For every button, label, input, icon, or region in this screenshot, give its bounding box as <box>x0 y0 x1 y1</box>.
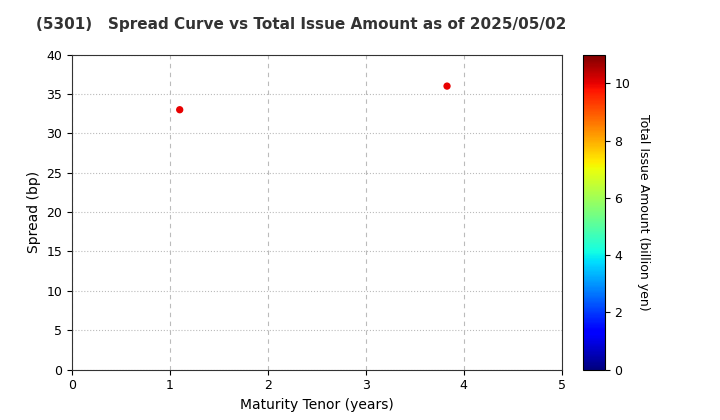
Point <box>441 83 453 89</box>
Text: (5301)   Spread Curve vs Total Issue Amount as of 2025/05/02: (5301) Spread Curve vs Total Issue Amoun… <box>36 17 567 32</box>
X-axis label: Maturity Tenor (years): Maturity Tenor (years) <box>240 398 394 412</box>
Point <box>174 106 186 113</box>
Y-axis label: Total Issue Amount (billion yen): Total Issue Amount (billion yen) <box>637 114 650 310</box>
Y-axis label: Spread (bp): Spread (bp) <box>27 171 41 253</box>
